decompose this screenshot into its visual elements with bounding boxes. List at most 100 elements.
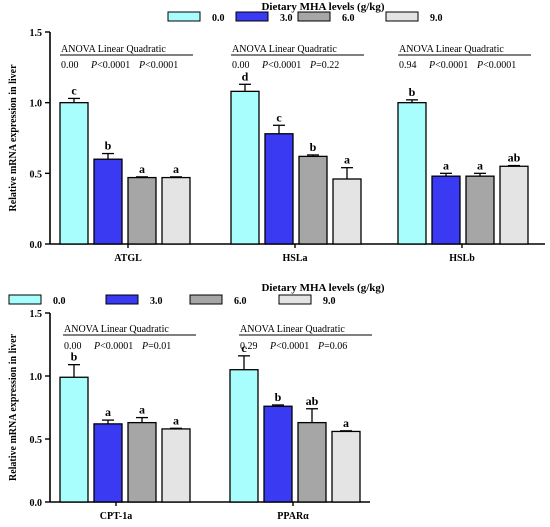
anova-value: P<0.0001 — [261, 60, 301, 71]
x-tick-label: PPARα — [277, 511, 309, 522]
significance-letter: d — [242, 69, 249, 83]
y-tick-label: 0.0 — [30, 498, 43, 509]
anova-value: 0.00 — [64, 341, 82, 352]
x-tick-label: CPT-1a — [100, 511, 132, 522]
anova-value: 0.00 — [61, 60, 79, 71]
legend-label: 9.0 — [323, 296, 336, 307]
y-axis-label: Relative mRNA expression in liver — [8, 64, 19, 212]
anova-header: ANOVA Linear Quadratic — [399, 44, 504, 55]
y-axis: 0.0 0.5 1.0 1.5 Relative mRNA expression in … — [8, 28, 51, 251]
anova-block: ANOVA Linear Quadratic 0.00 P<0.0001 P=0.22 — [231, 44, 364, 71]
significance-letter: b — [275, 390, 282, 404]
significance-letter: c — [241, 341, 247, 355]
anova-value: P<0.0001 — [476, 60, 516, 71]
y-tick-label: 1.0 — [30, 372, 43, 383]
bar — [431, 175, 461, 245]
bar — [59, 376, 89, 503]
anova-value: P<0.0001 — [428, 60, 468, 71]
anova-value: P<0.0001 — [90, 60, 130, 71]
significance-letter: a — [173, 162, 179, 176]
legend-label: 6.0 — [234, 296, 247, 307]
bar — [297, 421, 327, 503]
anova-value: P=0.06 — [317, 341, 347, 352]
significance-letter: a — [477, 158, 483, 172]
anova-header: ANOVA Linear Quadratic — [240, 324, 345, 335]
bar — [230, 90, 260, 245]
significance-letter: b — [409, 85, 416, 99]
significance-letter: c — [71, 83, 77, 97]
y-tick-label: 0.5 — [30, 435, 43, 446]
anova-value: 0.00 — [232, 60, 250, 71]
chart-panel-1: Dietary MHA levels (g/kg) 0.0 3.0 6.0 9.0 0.0… — [8, 1, 545, 264]
y-tick-label: 1.5 — [30, 309, 43, 320]
legend-label: 0.0 — [212, 13, 225, 24]
legend-title: Dietary MHA levels (g/kg) — [261, 282, 384, 294]
legend: Dietary MHA levels (g/kg) 0.0 3.0 6.0 9.0 — [167, 1, 443, 24]
legend-label: 0.0 — [53, 296, 66, 307]
x-tick-label: HSLb — [449, 253, 475, 264]
bar — [263, 405, 293, 503]
bar — [264, 133, 294, 245]
chart-panel-2: Dietary MHA levels (g/kg) 0.0 3.0 6.0 9.0 0.0… — [8, 282, 385, 522]
x-axis: ATGL HSLa HSLb — [50, 243, 545, 264]
significance-letter: ab — [508, 151, 521, 165]
legend-swatch — [278, 294, 312, 305]
legend-swatch — [8, 294, 42, 305]
legend-label: 9.0 — [430, 13, 443, 24]
anova-value: P=0.01 — [141, 341, 171, 352]
legend: Dietary MHA levels (g/kg) 0.0 3.0 6.0 9.0 — [8, 282, 385, 307]
anova-header: ANOVA Linear Quadratic — [232, 44, 337, 55]
anova-value: 0.29 — [240, 341, 258, 352]
y-axis-label: Relative mRNA expression in liver — [8, 333, 19, 481]
legend-swatch — [235, 11, 269, 22]
anova-value: P<0.0001 — [93, 341, 133, 352]
significance-letter: a — [105, 405, 111, 419]
bar — [93, 423, 123, 503]
x-tick-label: HSLa — [282, 253, 307, 264]
significance-letter: a — [139, 403, 145, 417]
anova-value: P<0.0001 — [138, 60, 178, 71]
legend-label: 3.0 — [280, 13, 293, 24]
legend-label: 3.0 — [150, 296, 163, 307]
bar — [465, 175, 495, 245]
bar — [331, 430, 361, 503]
bar — [161, 176, 191, 245]
anova-block: ANOVA Linear Quadratic 0.00 P<0.0001 P=0.01 — [63, 324, 196, 352]
y-tick-label: 1.5 — [30, 28, 43, 39]
legend-swatch — [297, 11, 331, 22]
anova-header: ANOVA Linear Quadratic — [61, 44, 166, 55]
significance-letter: ab — [306, 394, 319, 408]
legend-title: Dietary MHA levels (g/kg) — [261, 1, 384, 13]
significance-letter: b — [105, 139, 112, 153]
y-axis: 0.0 0.5 1.0 1.5 Relative mRNA expression in … — [8, 309, 51, 509]
y-tick-label: 0.0 — [30, 240, 43, 251]
significance-letter: b — [310, 140, 317, 154]
legend-swatch — [385, 11, 419, 22]
significance-letter: a — [344, 153, 350, 167]
legend-label: 6.0 — [342, 13, 355, 24]
bar — [332, 178, 362, 245]
bar — [127, 421, 157, 503]
x-tick-label: ATGL — [114, 253, 142, 264]
legend-swatch — [167, 11, 201, 22]
y-tick-label: 1.0 — [30, 99, 43, 110]
anova-block: ANOVA Linear Quadratic 0.29 P<0.0001 P=0.06 — [239, 324, 372, 352]
legend-swatch — [189, 294, 223, 305]
significance-letter: a — [343, 416, 349, 430]
bar — [499, 165, 529, 245]
significance-letter: a — [173, 413, 179, 427]
bar — [127, 176, 157, 245]
y-tick-label: 0.5 — [30, 169, 43, 180]
bar — [161, 428, 191, 503]
legend-swatch — [105, 294, 139, 305]
x-axis: CPT-1a PPARα — [50, 501, 370, 522]
bar — [229, 369, 259, 503]
significance-letter: b — [71, 350, 78, 364]
anova-value: P<0.0001 — [269, 341, 309, 352]
anova-value: 0.94 — [399, 60, 417, 71]
bar — [298, 155, 328, 245]
anova-value: P=0.22 — [309, 60, 339, 71]
significance-letter: a — [139, 162, 145, 176]
anova-block: ANOVA Linear Quadratic 0.94 P<0.0001 P<0.00… — [398, 44, 531, 71]
